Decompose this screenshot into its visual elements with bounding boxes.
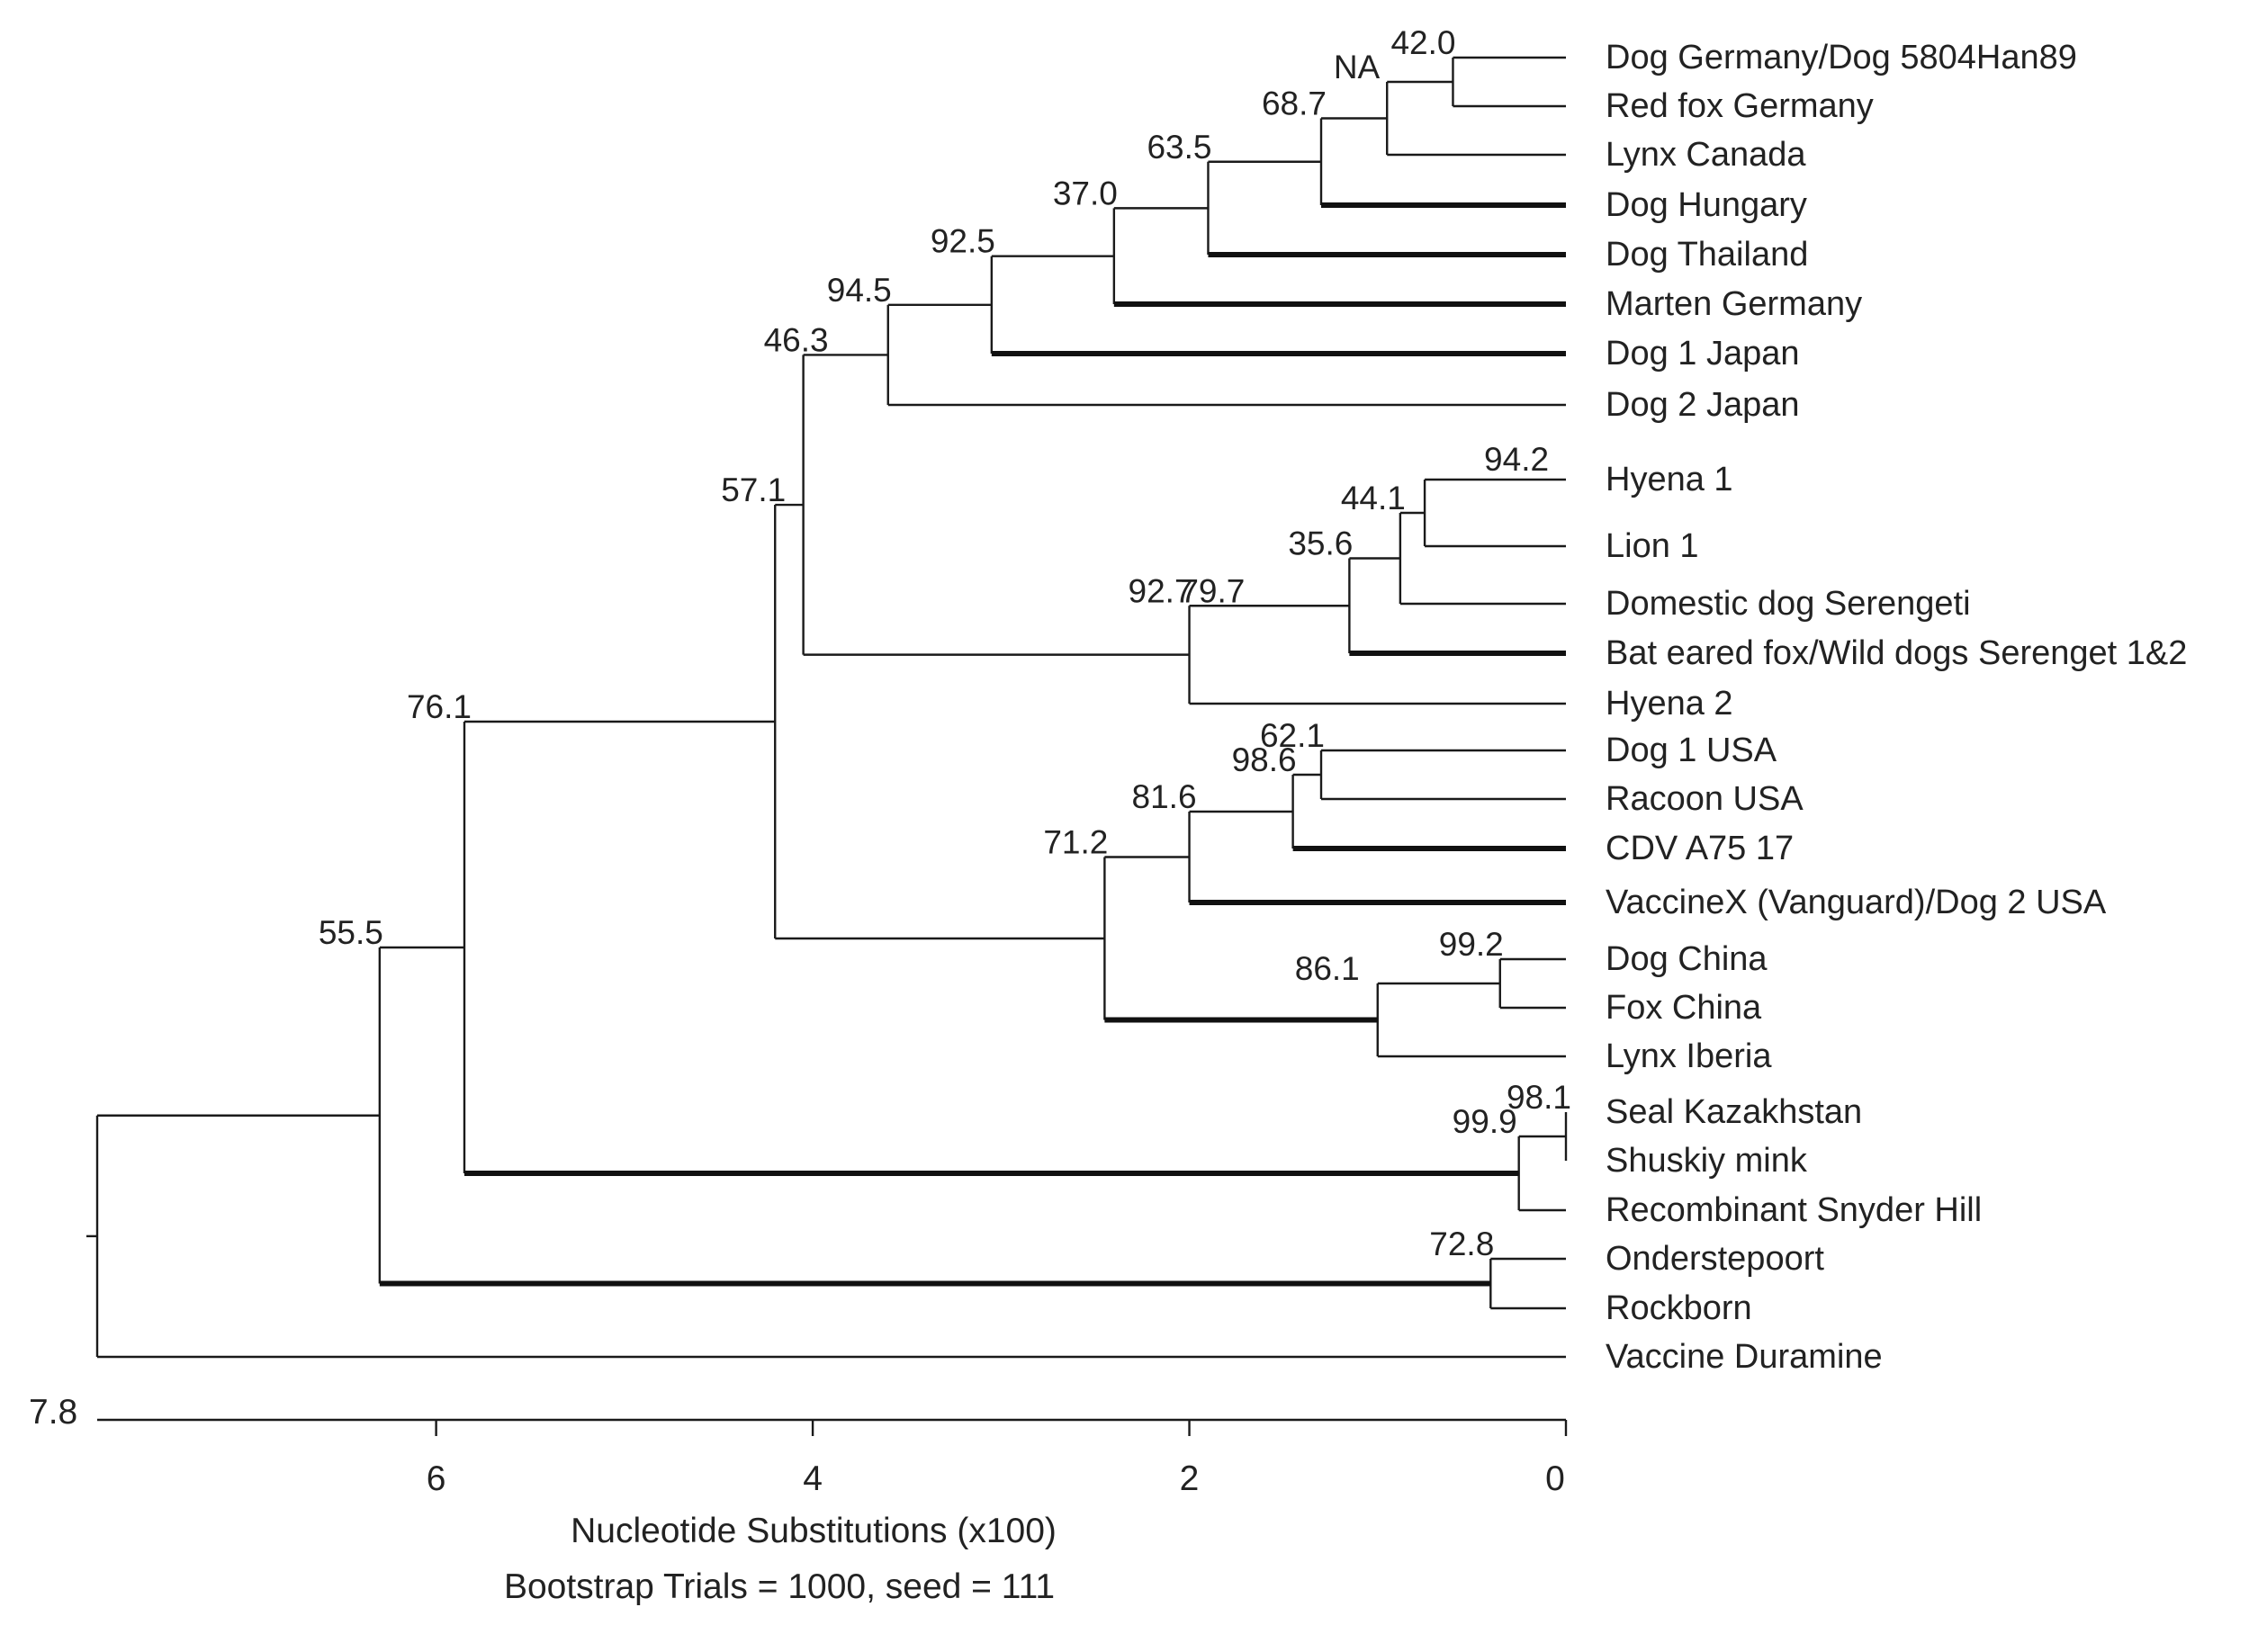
taxon-label: Onderstepoort (1606, 1240, 1824, 1278)
bootstrap-value: 92.7 (1129, 572, 1193, 609)
taxon-label: Bat eared fox/Wild dogs Serenget 1&2 (1606, 634, 2187, 672)
root-depth-label: 7.8 (29, 1393, 77, 1432)
taxon-label: Seal Kazakhstan (1606, 1093, 1862, 1131)
bootstrap-value: 71.2 (1043, 824, 1108, 861)
bootstrap-value: 76.1 (407, 688, 472, 725)
taxon-label: Recombinant Snyder Hill (1606, 1191, 1982, 1229)
bootstrap-value: 99.9 (1453, 1103, 1517, 1140)
taxon-label: Red fox Germany (1606, 87, 1874, 125)
taxon-labels: Dog Germany/Dog 5804Han89 Red fox Germany… (1606, 39, 2187, 1376)
axis-tick-label: 0 (1545, 1459, 1565, 1498)
bootstrap-value: 55.5 (319, 914, 383, 951)
bootstrap-value: 68.7 (1262, 85, 1327, 122)
bootstrap-value: 94.5 (827, 272, 892, 309)
tree-branches (86, 56, 1568, 1359)
bootstrap-footer: Bootstrap Trials = 1000, seed = 111 (504, 1567, 1055, 1606)
bootstrap-value: 98.6 (1232, 741, 1297, 778)
bootstrap-value: 81.6 (1132, 778, 1197, 815)
taxon-label: Dog 2 Japan (1606, 386, 1800, 424)
bootstrap-value: 92.5 (931, 223, 995, 260)
taxon-label: Dog Hungary (1606, 186, 1807, 224)
bootstrap-value: 46.3 (764, 321, 829, 358)
taxon-label: Lynx Canada (1606, 136, 1806, 174)
axis-ticks: 6 4 2 0 (427, 1420, 1568, 1498)
taxon-label: Dog Thailand (1606, 236, 1808, 274)
x-axis-title: Nucleotide Substitutions (x100) (571, 1512, 1057, 1550)
taxon-label: VaccineX (Vanguard)/Dog 2 USA (1606, 884, 2107, 921)
bootstrap-value: NA (1334, 49, 1381, 85)
taxon-label: CDV A75 17 (1606, 830, 1794, 867)
taxon-label: Vaccine Duramine (1606, 1338, 1883, 1376)
axis-tick-label: 4 (803, 1459, 823, 1498)
bootstrap-value: 86.1 (1295, 950, 1360, 987)
taxon-label: Marten Germany (1606, 285, 1862, 323)
axis-tick-label: 2 (1180, 1459, 1200, 1498)
taxon-label: Dog China (1606, 940, 1768, 978)
bootstrap-value: 63.5 (1147, 129, 1211, 166)
taxon-label: Dog 1 USA (1606, 732, 1777, 769)
taxon-label: Hyena 2 (1606, 685, 1733, 723)
bootstrap-value: 94.2 (1484, 441, 1549, 478)
bootstrap-value: 72.8 (1429, 1226, 1494, 1262)
taxon-label: Lion 1 (1606, 527, 1699, 565)
taxon-label: Dog Germany/Dog 5804Han89 (1606, 39, 2077, 76)
taxon-label: Domestic dog Serengeti (1606, 585, 1971, 623)
bootstrap-value: 42.0 (1390, 24, 1455, 61)
bootstrap-value: 62.1 (1260, 717, 1325, 754)
taxon-label: Dog 1 Japan (1606, 335, 1800, 373)
taxon-label: Shuskiy mink (1606, 1142, 1808, 1180)
taxon-label: Racoon USA (1606, 780, 1804, 818)
bootstrap-value: 99.2 (1439, 926, 1504, 963)
taxon-label: Hyena 1 (1606, 461, 1733, 498)
axis-tick-label: 6 (427, 1459, 446, 1498)
taxon-label: Fox China (1606, 989, 1762, 1027)
bootstrap-value: 79.7 (1180, 572, 1245, 609)
taxon-label: Lynx Iberia (1606, 1037, 1772, 1075)
bootstrap-value: 98.1 (1507, 1079, 1571, 1116)
taxon-label: Rockborn (1606, 1289, 1752, 1327)
bootstrap-value: 37.0 (1053, 175, 1118, 211)
bootstrap-value: 57.1 (721, 471, 786, 508)
bootstrap-value: 35.6 (1288, 525, 1353, 562)
bootstrap-value: 44.1 (1341, 480, 1406, 516)
